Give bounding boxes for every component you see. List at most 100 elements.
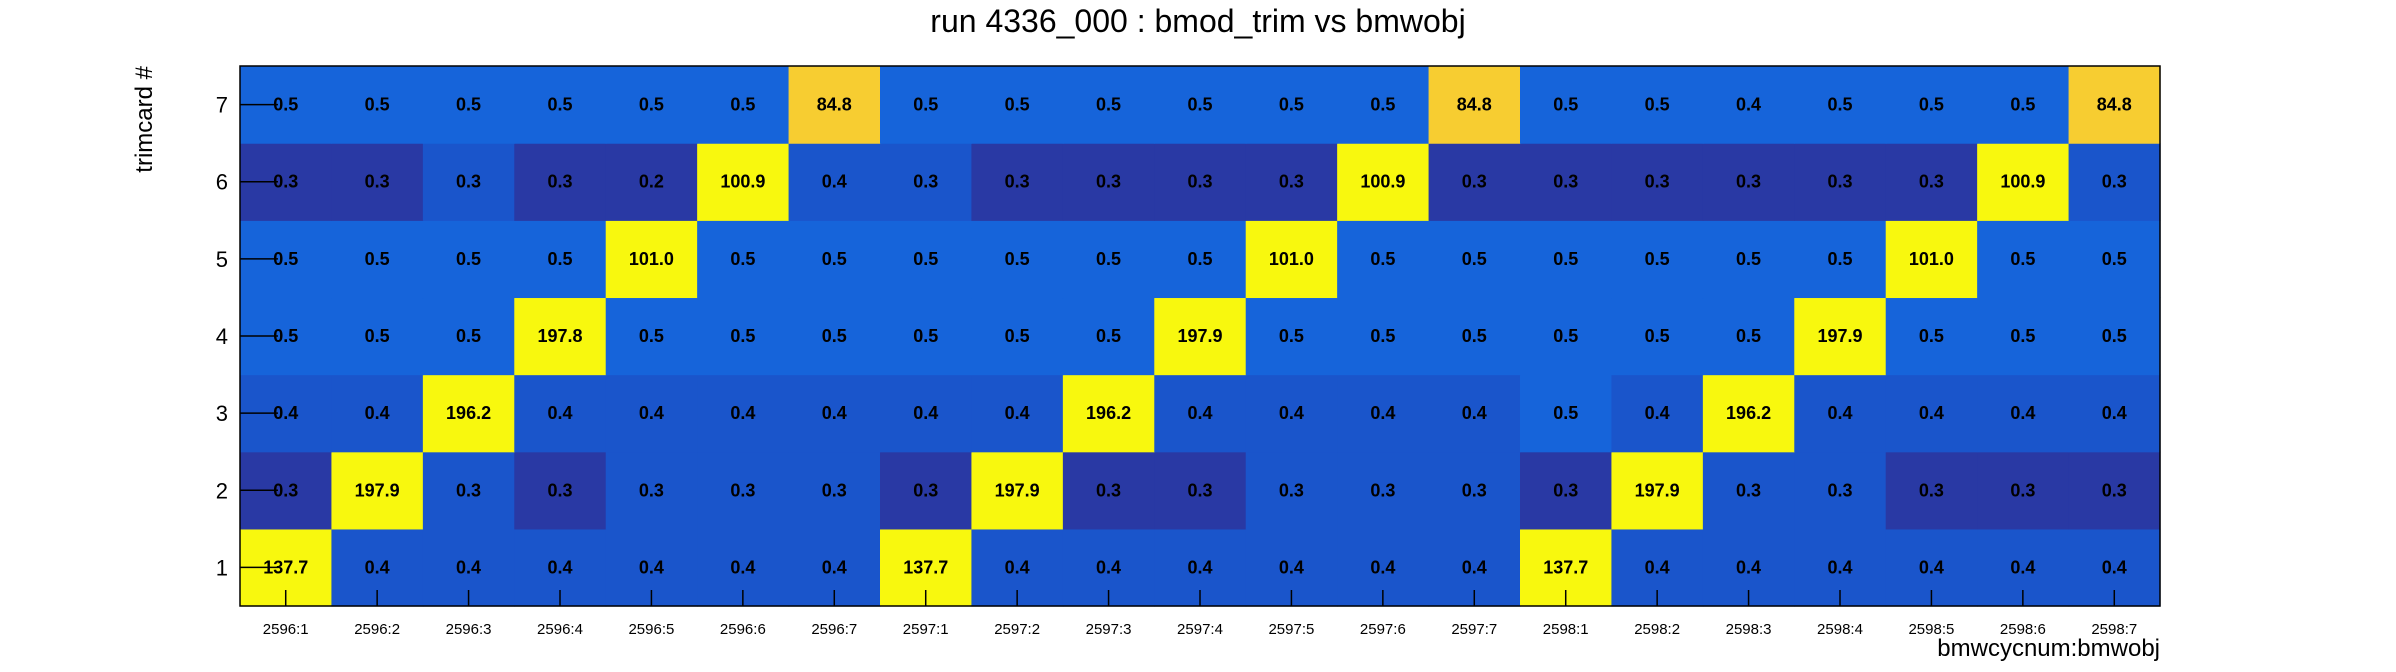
cell-value-label: 0.4 [639,557,664,577]
cell-value-label: 0.5 [913,249,938,269]
heatmap-cell [514,374,607,453]
heatmap-cell [514,297,607,376]
x-tick-label: 2597:5 [1268,621,1314,638]
cell-value-label: 0.5 [1187,249,1212,269]
heatmap-cell [1794,66,1887,144]
cell-value-label: 0.3 [456,480,481,500]
heatmap-cell [1977,143,2070,221]
heatmap-cell [1702,66,1795,144]
heatmap-cell [1428,220,1521,299]
x-tick-label: 2598:1 [1543,621,1589,638]
cell-value-label: 0.5 [1370,326,1395,346]
cell-value-label: 0.5 [273,249,298,269]
cell-value-label: 0.3 [1736,172,1761,192]
heatmap-cell [1885,220,1978,299]
cell-value-label: 0.4 [822,557,847,577]
heatmap-cell [1337,451,1430,530]
heatmap-cell [605,143,698,221]
cell-value-label: 0.5 [730,326,755,346]
cell-value-label: 137.7 [903,557,948,577]
cell-value-label: 0.5 [1553,326,1578,346]
heatmap-cell [331,66,424,144]
heatmap-cell [697,297,790,376]
x-tick-label: 2596:4 [537,621,583,638]
heatmap-cell [1337,374,1430,453]
cell-value-label: 0.5 [730,95,755,115]
heatmap-cell [1702,297,1795,376]
cell-value-label: 0.5 [1096,249,1121,269]
heatmap-cell [1245,66,1338,144]
heatmap-cell [788,374,881,453]
heatmap-cell [1245,143,1338,221]
chart-title: run 4336_000 : bmod_trim vs bmwobj [930,3,1465,39]
cell-value-label: 0.4 [1096,557,1121,577]
cell-value-label: 0.5 [1919,326,1944,346]
heatmap-cell [1977,66,2070,144]
cell-value-label: 0.3 [547,480,572,500]
cell-value-label: 0.4 [730,557,755,577]
y-tick-label: 2 [216,478,228,503]
x-tick-label: 2596:5 [628,621,674,638]
cell-value-label: 0.3 [1827,172,1852,192]
cell-value-label: 0.3 [2010,480,2035,500]
cell-value-label: 0.5 [639,326,664,346]
heatmap-cell [1154,66,1247,144]
cell-value-label: 0.5 [1645,249,1670,269]
heatmap-cell [1702,374,1795,453]
heatmap-cell [1611,451,1704,530]
cell-value-label: 0.3 [1553,480,1578,500]
axes: 1 2 3 4 5 6 7 2596:1 2596:2 2596:3 2596:4 2596:5 259… [216,93,2137,638]
heatmap-cell [1794,297,1887,376]
cell-value-label: 0.5 [1827,249,1852,269]
cell-value-label: 0.3 [1279,480,1304,500]
cell-value-label: 0.5 [1645,326,1670,346]
x-tick-label: 2598:2 [1634,621,1680,638]
cell-value-label: 0.5 [1279,326,1304,346]
cell-value-label: 196.2 [446,403,491,423]
cell-value-label: 100.9 [1360,172,1405,192]
heatmap-cell [422,374,515,453]
heatmap-cell [514,220,607,299]
cell-value-label: 100.9 [720,172,765,192]
cell-value-label: 0.5 [1279,95,1304,115]
heatmap-cell [1428,451,1521,530]
cell-value-label: 84.8 [2097,95,2132,115]
heatmap-cell [971,143,1064,221]
cell-value-label: 0.4 [365,403,390,423]
heatmap-cell [1520,451,1613,530]
heatmap-cell [1611,374,1704,453]
cell-value-label: 0.3 [456,172,481,192]
heatmap-cell [1245,374,1338,453]
heatmap-cell [1611,143,1704,221]
cell-value-label: 0.5 [639,95,664,115]
cell-value-label: 196.2 [1086,403,1131,423]
heatmap-cell [788,220,881,299]
cell-value-label: 0.3 [1827,480,1852,500]
y-tick-label: 5 [216,247,228,272]
cell-value-label: 0.5 [547,95,572,115]
cell-value-label: 197.9 [1817,326,1862,346]
heatmap-cell [1062,374,1155,453]
heatmap-cell [697,374,790,453]
cell-value-label: 0.5 [913,326,938,346]
cell-value-label: 100.9 [2000,172,2045,192]
cell-value-label: 0.3 [1096,480,1121,500]
heatmap-cell [422,220,515,299]
heatmap-cell [2068,143,2161,221]
cell-value-label: 0.5 [1370,95,1395,115]
heatmap-cell [1337,143,1430,221]
cell-value-label: 0.5 [1370,249,1395,269]
cell-value-label: 0.4 [639,403,664,423]
heatmap-cell [422,66,515,144]
y-axis-title: trimcard # [131,65,158,172]
cell-value-label: 0.3 [1187,172,1212,192]
heatmap-cell [2068,451,2161,530]
cell-value-label: 0.5 [2102,326,2127,346]
cell-value-label: 197.9 [995,480,1040,500]
cell-value-label: 0.3 [547,172,572,192]
cell-value-label: 0.5 [2010,326,2035,346]
x-tick-label: 2597:7 [1451,621,1497,638]
cell-value-label: 197.8 [537,326,582,346]
cell-value-label: 0.5 [2102,249,2127,269]
x-tick-label: 2597:2 [994,621,1040,638]
